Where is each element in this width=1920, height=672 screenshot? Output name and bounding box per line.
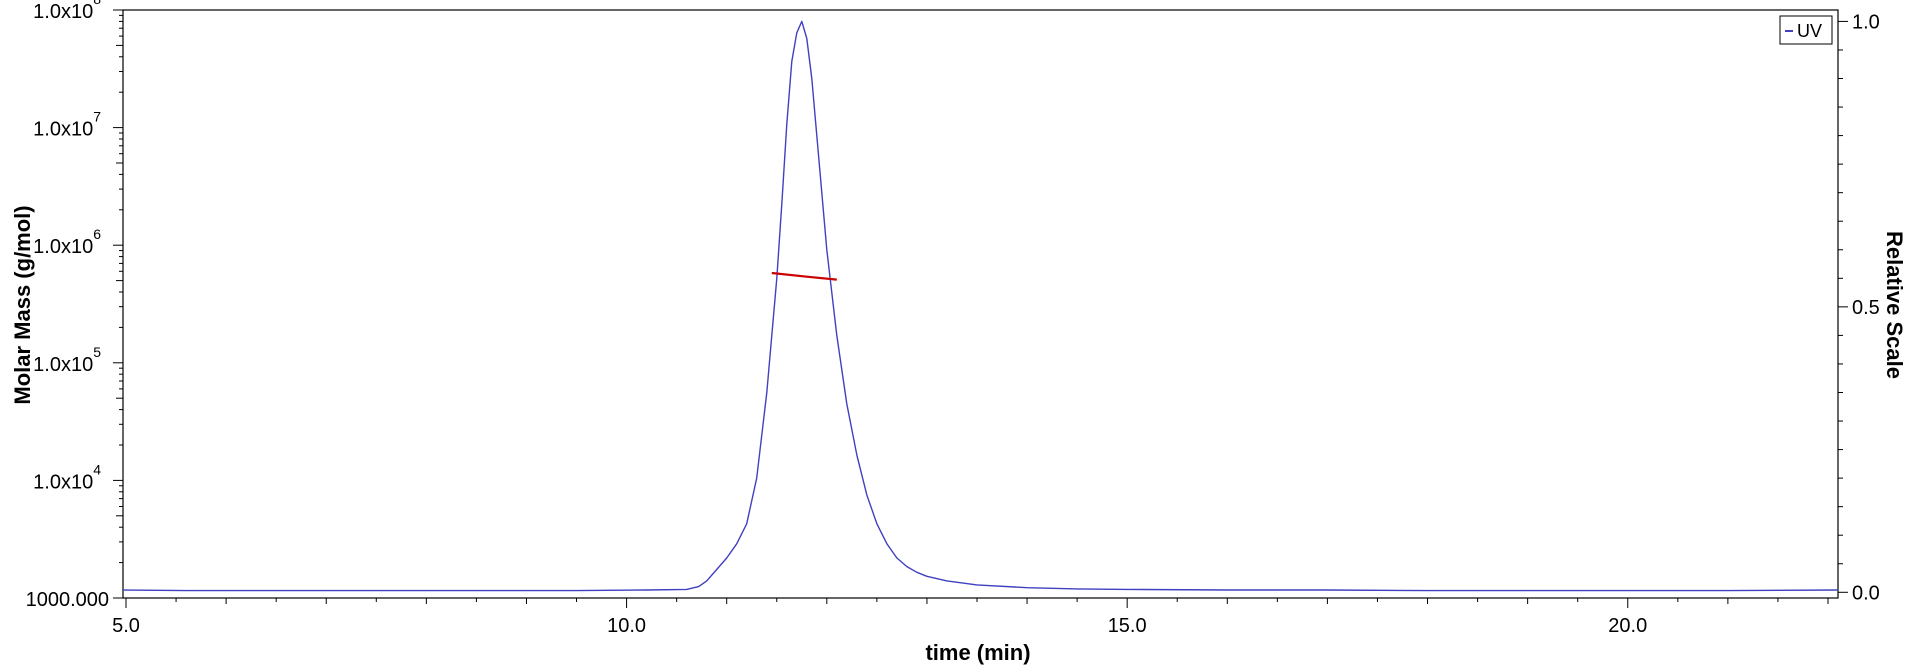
y-right-tick-label: 0.5 — [1852, 297, 1880, 319]
x-tick-label: 10.0 — [607, 615, 646, 637]
y-left-tick-label: 1000.000 — [26, 589, 109, 611]
x-axis-title: time (min) — [925, 640, 1030, 665]
x-axis: 5.0 10.0 15.0 20.0 — [112, 598, 1829, 637]
y-left-tick-label: 1.0x107 — [33, 109, 101, 141]
y-left-tick-label: 1.0x106 — [33, 226, 101, 258]
y-axis-right-title: Relative Scale — [1882, 231, 1907, 379]
plot-frame — [122, 9, 1839, 599]
y-axis-left: 1000.000 1.0x104 1.0x105 1.0x106 1.0x107 1.0x… — [26, 0, 123, 611]
y-right-tick-label: 1.0 — [1852, 11, 1880, 33]
y-axis-right: 0.0 0.5 1.0 — [1838, 11, 1880, 604]
x-tick-label: 20.0 — [1608, 615, 1647, 637]
series-line-uv — [122, 20, 1839, 592]
y-left-tick-label: 1.0x104 — [33, 461, 101, 493]
legend-label-uv: UV — [1797, 21, 1822, 41]
x-tick-label: 15.0 — [1108, 615, 1147, 637]
y-right-tick-label: 0.0 — [1852, 582, 1880, 604]
y-left-tick-label: 1.0x105 — [33, 344, 101, 376]
series-line-molar-mass — [771, 271, 837, 281]
legend: UV — [1779, 15, 1833, 45]
series-layer — [122, 20, 1839, 592]
y-axis-left-title: Molar Mass (g/mol) — [10, 205, 35, 404]
x-tick-label: 5.0 — [112, 615, 140, 637]
y-left-tick-label: 1.0x108 — [33, 0, 101, 23]
